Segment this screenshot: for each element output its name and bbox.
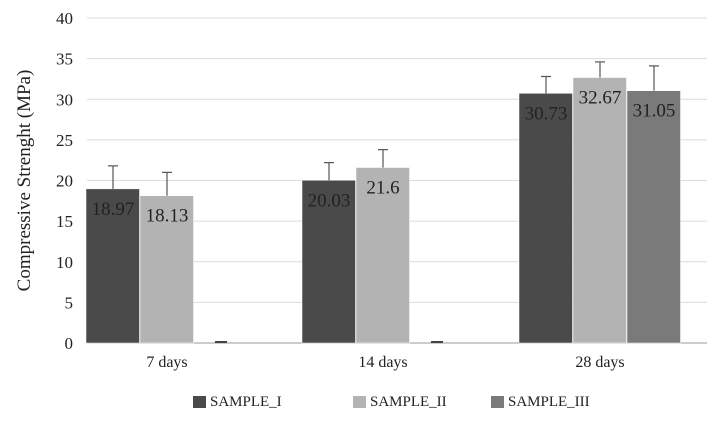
y-tick-label: 5 (65, 293, 74, 312)
bar-sample-ii-2 (572, 77, 627, 344)
x-tick-label: 14 days (358, 354, 407, 371)
y-tick-label: 40 (56, 9, 73, 28)
x-tick-label: 28 days (575, 354, 624, 371)
x-tick-label: 7 days (146, 354, 187, 371)
bar-sample-i-1 (301, 180, 356, 344)
legend-swatch (353, 396, 366, 408)
y-tick-label: 35 (56, 50, 73, 69)
legend-item-label: SAMPLE_I (210, 394, 282, 410)
y-tick-label: 15 (56, 212, 73, 231)
y-axis-title: Compressive Strenght (MPa) (14, 70, 35, 292)
bar-sample-i-2 (518, 93, 573, 344)
data-label: 18.13 (146, 206, 189, 227)
bar-sample-iii-2 (626, 90, 681, 344)
bar-sample-i-0 (85, 188, 140, 344)
legend-item-label: SAMPLE_III (508, 394, 590, 410)
data-label: 20.03 (308, 190, 351, 211)
data-label: 31.05 (633, 101, 676, 122)
y-tick-label: 10 (56, 253, 73, 272)
bar-sample-ii-0 (139, 195, 194, 344)
legend-swatch (491, 396, 504, 408)
y-tick-label: 20 (56, 172, 73, 191)
y-tick-label: 25 (56, 131, 73, 150)
legend-swatch (193, 396, 206, 408)
y-tick-label: 30 (56, 90, 73, 109)
bar-sample-ii-1 (355, 167, 410, 344)
data-label: 30.73 (525, 103, 568, 124)
data-label: 32.67 (579, 88, 622, 109)
data-label: 21.6 (366, 178, 399, 199)
legend-item-label: SAMPLE_II (370, 394, 447, 410)
data-label: 18.97 (92, 199, 135, 220)
y-tick-label: 0 (65, 334, 74, 353)
